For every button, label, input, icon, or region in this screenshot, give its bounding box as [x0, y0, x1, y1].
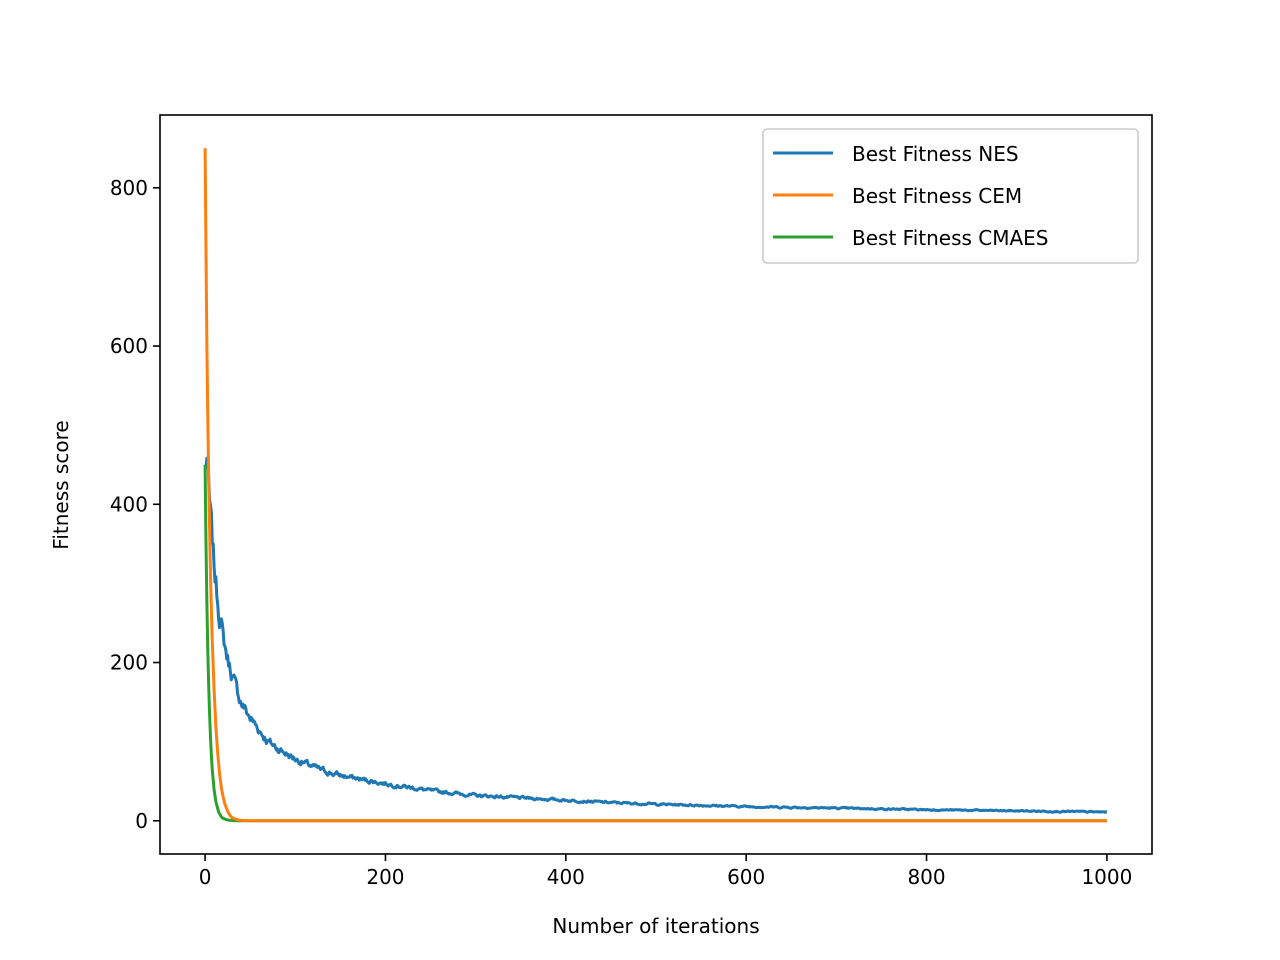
x-tick-label: 1000	[1081, 865, 1132, 889]
y-tick-label: 0	[135, 809, 148, 833]
plot-frame	[159, 114, 1153, 855]
x-tick-label: 200	[366, 865, 404, 889]
x-tick-label: 800	[907, 865, 945, 889]
series-layer	[203, 148, 1108, 823]
y-tick-label: 800	[110, 176, 148, 200]
ticks-layer: 0 200 400 600 800 1000 0 200 400 600 800	[110, 176, 1133, 889]
legend-frame	[762, 128, 1139, 264]
x-tick-label: 0	[199, 865, 212, 889]
y-tick-label: 400	[110, 492, 148, 516]
x-tick-label: 600	[727, 865, 765, 889]
series-line	[203, 456, 1108, 814]
legend-entry-label: Best Fitness NES	[852, 142, 1019, 166]
x-axis-label: Number of iterations	[552, 914, 759, 938]
legend-entry-label: Best Fitness CEM	[852, 184, 1022, 208]
x-tick-label: 400	[547, 865, 585, 889]
series-line	[203, 148, 1108, 823]
legend: Best Fitness NES Best Fitness CEM Best Fit…	[762, 128, 1139, 264]
y-tick-label: 200	[110, 651, 148, 675]
y-axis-label: Fitness score	[49, 420, 73, 549]
y-tick-label: 600	[110, 334, 148, 358]
legend-entry-label: Best Fitness CMAES	[852, 226, 1049, 250]
